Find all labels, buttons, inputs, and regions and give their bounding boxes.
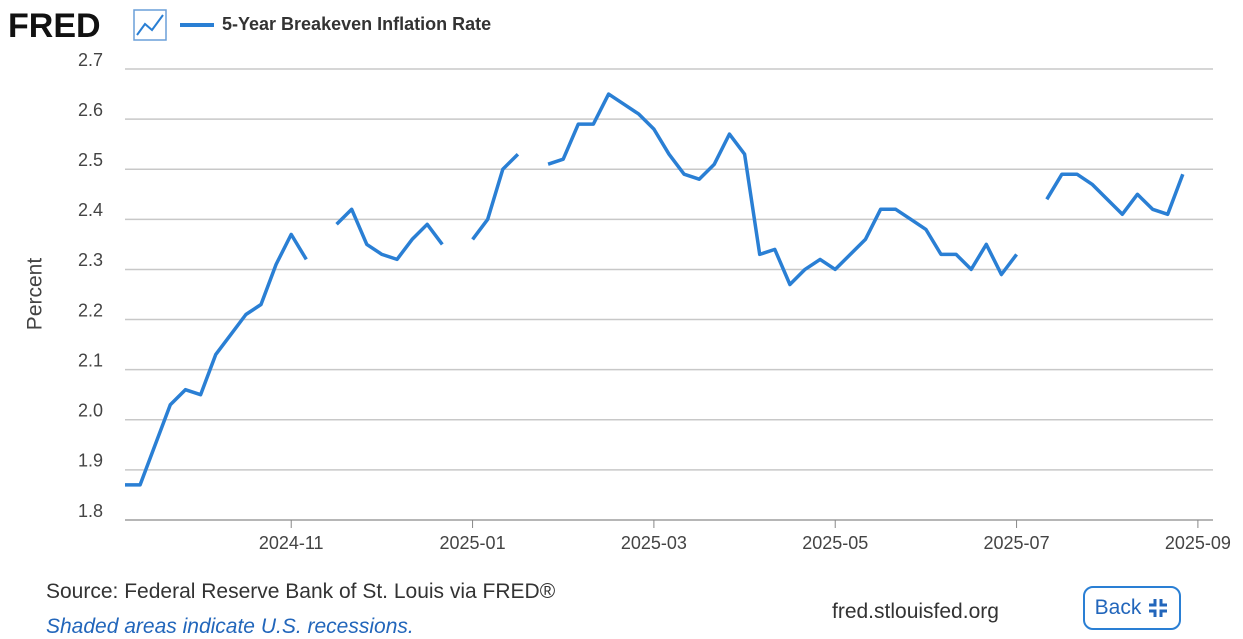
back-button[interactable]: Back [1083, 586, 1181, 630]
y-tick-label: 2.0 [78, 401, 103, 421]
x-tick-label: 2025-01 [440, 533, 506, 553]
back-label[interactable]: Back [1094, 596, 1142, 619]
x-tick-label: 2024-11 [259, 533, 324, 553]
x-tick-label: 2025-07 [984, 533, 1050, 553]
x-tick-label: 2025-03 [621, 533, 687, 553]
y-tick-label: 2.6 [78, 100, 103, 120]
logo: FRED [8, 7, 101, 45]
x-tick-label: 2025-09 [1165, 533, 1231, 553]
y-tick-label: 2.1 [78, 350, 103, 370]
y-axis-label: Percent [24, 258, 47, 331]
collapse-icon[interactable] [1147, 597, 1169, 619]
y-tick-label: 2.2 [78, 300, 103, 320]
y-tick-label: 1.9 [78, 451, 103, 471]
legend-label: 5-Year Breakeven Inflation Rate [222, 14, 491, 34]
plot-area [125, 69, 1213, 520]
site-url: fred.stlouisfed.org [832, 600, 999, 623]
y-tick-label: 1.8 [78, 501, 103, 521]
y-tick-label: 2.7 [78, 50, 103, 70]
logo-icon [133, 9, 167, 41]
y-tick-label: 2.4 [78, 200, 103, 220]
chart: FRED 5-Year Breakeven Inflation Rate Per… [8, 7, 1231, 553]
recession-note: Shaded areas indicate U.S. recessions. [46, 615, 414, 638]
y-tick-label: 2.5 [78, 150, 103, 170]
x-tick-label: 2025-05 [802, 533, 868, 553]
source: Source: Federal Reserve Bank of St. Loui… [46, 580, 556, 603]
y-tick-label: 2.3 [78, 250, 103, 270]
